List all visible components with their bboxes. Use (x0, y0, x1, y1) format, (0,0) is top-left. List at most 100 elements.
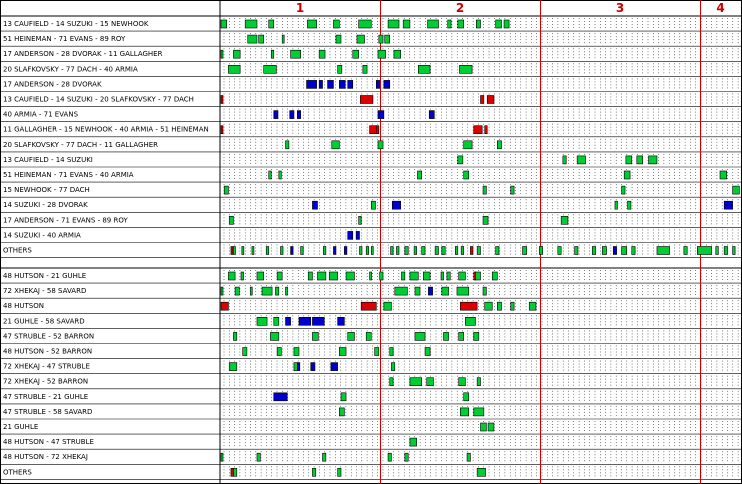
shift-bar (697, 246, 712, 255)
shift-bar (360, 301, 377, 311)
shift-bar (339, 80, 346, 89)
shift-bar (393, 49, 401, 59)
shift-bar (484, 301, 493, 311)
shift-bar (486, 95, 495, 104)
shift-bar (476, 467, 486, 477)
shift-bar (312, 316, 325, 326)
shift-bar (723, 200, 733, 210)
row-label: 48 HUTSON - 47 STRUBLE (3, 438, 94, 446)
shift-bar (256, 316, 268, 326)
shift-bar (383, 301, 392, 311)
shift-bar (387, 452, 392, 462)
shift-bar (480, 95, 485, 104)
shift-bar (273, 316, 280, 326)
shift-bar (457, 19, 464, 29)
shift-bar (220, 19, 228, 29)
shift-bar (244, 19, 258, 29)
shift-bar (404, 246, 409, 255)
row-label: OTHERS (3, 468, 32, 476)
row-label: 72 XHEKAJ - 58 SAVARD (3, 287, 86, 295)
shift-bar (409, 437, 417, 447)
shift-bar (300, 246, 304, 255)
shift-bar (418, 65, 431, 74)
shift-bar (289, 110, 295, 119)
shift-bar (307, 19, 317, 29)
shift-bar (458, 332, 464, 341)
shift-bar (323, 246, 327, 255)
shift-bar (335, 34, 342, 44)
row-label: 48 HUTSON - 72 XHEKAJ (3, 453, 88, 461)
row-label: 40 ARMIA - 71 EVANS (3, 111, 79, 119)
shift-bar (344, 246, 348, 255)
shift-bar (337, 316, 345, 326)
shift-bar (428, 286, 433, 296)
shift-bar (426, 377, 434, 387)
shift-bar (409, 271, 419, 281)
shift-bar (374, 347, 380, 356)
shift-bar (457, 155, 464, 165)
row-label: 17 ANDERSON - 71 EVANS - 89 ROY (3, 216, 128, 224)
shift-bar (370, 200, 376, 210)
shift-bar (375, 125, 380, 134)
shift-bar (339, 407, 345, 417)
shift-bar (249, 286, 253, 296)
shift-bar (327, 80, 334, 89)
shift-bar (460, 407, 470, 417)
shift-bar (476, 377, 481, 387)
period-dividers (380, 0, 701, 484)
shift-bar (220, 125, 224, 134)
shift-bar (621, 246, 628, 255)
shift-bar (460, 246, 464, 255)
period-label-4: 4 (716, 1, 724, 15)
shift-bar (409, 377, 422, 387)
shift-bar (427, 19, 439, 29)
shift-bar (428, 110, 435, 119)
shift-bar (510, 301, 515, 311)
shift-bar (347, 80, 354, 89)
row-label: 17 ANDERSON - 28 DVORAK - 11 GALLAGHER (3, 50, 163, 58)
shift-bar (233, 49, 241, 59)
shift-bar (378, 34, 384, 44)
shift-bar (482, 216, 489, 225)
shift-bar (251, 246, 255, 255)
shift-bar (625, 155, 633, 165)
shift-bar (275, 286, 280, 296)
shift-bar (285, 140, 290, 150)
shift-bar (560, 216, 569, 225)
shift-bar (220, 301, 229, 311)
shift-bar (379, 271, 384, 281)
row-label: 48 HUTSON - 52 BARRON (3, 348, 92, 356)
shift-bar (360, 95, 374, 104)
shift-bar (522, 246, 528, 255)
shift-bar (476, 246, 481, 255)
shift-bar (470, 246, 474, 255)
shift-bar (495, 19, 502, 29)
row-label: 47 STRUBLE - 58 SAVARD (3, 408, 92, 416)
shift-bar (463, 392, 470, 402)
shift-bar (256, 452, 261, 462)
row-label: 13 CAUFIELD - 14 SUZUKI - 15 NEWHOOK (3, 20, 149, 28)
shift-bar (293, 347, 300, 356)
shift-bar (576, 155, 586, 165)
shift-bar (317, 271, 327, 281)
shift-bar (497, 301, 502, 311)
shift-bar (480, 422, 487, 432)
row-label: 14 SUZUKI - 40 ARMIA (3, 231, 81, 239)
shift-bar (591, 246, 596, 255)
shift-bar (503, 19, 510, 29)
shift-bar (234, 286, 240, 296)
shift-bar (307, 271, 313, 281)
shift-bar (475, 271, 481, 281)
shift-bar (510, 185, 515, 195)
shift-bar (362, 65, 368, 74)
shift-bar (456, 286, 470, 296)
shift-bar (458, 271, 466, 281)
shift-bar (413, 246, 417, 255)
shift-bar (261, 286, 273, 296)
shift-bar (656, 246, 670, 255)
period-label-3: 3 (616, 1, 624, 15)
shift-bar (233, 467, 238, 477)
shift-bar (383, 80, 391, 89)
shift-bar (280, 246, 284, 255)
shift-bar (318, 49, 326, 59)
